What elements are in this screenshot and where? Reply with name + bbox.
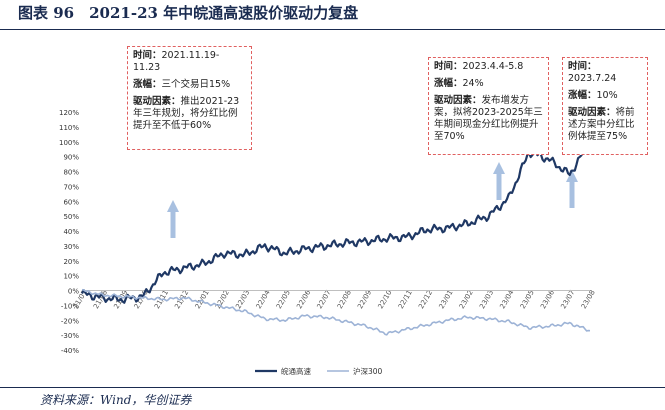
x-tick-label: 23/06 bbox=[539, 288, 556, 310]
x-tick-label: 22/08 bbox=[336, 289, 353, 310]
series-line bbox=[81, 288, 591, 336]
x-tick-label: 22/05 bbox=[275, 289, 292, 310]
y-tick-label: 0% bbox=[68, 288, 79, 296]
x-tick-label: 23/01 bbox=[438, 289, 455, 310]
y-tick-label: 110% bbox=[59, 124, 79, 132]
legend-label: 沪深300 bbox=[353, 366, 383, 376]
y-tick-label: 60% bbox=[63, 198, 79, 206]
x-tick-label: 23/04 bbox=[498, 288, 515, 310]
x-tick-label: 22/10 bbox=[377, 289, 394, 310]
x-tick-label: 22/01 bbox=[194, 289, 211, 310]
series-line bbox=[81, 141, 592, 304]
y-tick-label: -20% bbox=[61, 317, 79, 325]
x-tick-label: 23/03 bbox=[478, 289, 495, 310]
legend-label: 皖通高速 bbox=[281, 366, 311, 376]
y-tick-label: 90% bbox=[63, 154, 79, 162]
annotation-box-2023-april: 时间：2023.4.4-5.8 涨幅：24% 驱动因素：发布增发方案，拟将202… bbox=[428, 57, 549, 155]
source-divider bbox=[0, 387, 665, 388]
y-tick-label: -30% bbox=[61, 332, 79, 340]
y-tick-label: 40% bbox=[63, 228, 79, 236]
up-arrow-icon bbox=[170, 212, 176, 238]
x-tick-label: 21/12 bbox=[173, 289, 190, 310]
x-tick-label: 23/02 bbox=[458, 289, 475, 310]
x-tick-label: 23/07 bbox=[559, 289, 576, 310]
x-tick-label: 22/07 bbox=[316, 289, 333, 310]
source-note: 资料来源：Wind，华创证券 bbox=[40, 393, 192, 407]
y-tick-label: -40% bbox=[61, 347, 79, 355]
y-tick-label: 10% bbox=[63, 273, 79, 281]
y-tick-label: 100% bbox=[59, 139, 79, 147]
y-tick-label: 70% bbox=[63, 183, 79, 191]
y-tick-label: -10% bbox=[61, 302, 79, 310]
x-tick-label: 22/04 bbox=[255, 288, 272, 310]
x-tick-label: 23/05 bbox=[519, 289, 536, 310]
y-axis-labels: 120% 110% 100% 90% 80% 70% 60% 50% 40% 30% 20% 10% 0… bbox=[59, 109, 79, 355]
up-arrow-icon bbox=[496, 174, 502, 200]
up-arrow-icon bbox=[493, 162, 505, 174]
y-tick-label: 120% bbox=[59, 109, 79, 117]
series-lines bbox=[81, 141, 592, 336]
x-tick-label: 22/09 bbox=[356, 289, 373, 310]
x-tick-label: 23/08 bbox=[580, 289, 597, 310]
x-tick-label: 22/11 bbox=[397, 289, 414, 310]
up-arrow-icon bbox=[167, 200, 179, 212]
y-tick-label: 30% bbox=[63, 243, 79, 251]
x-tick-label: 22/12 bbox=[417, 289, 434, 310]
y-tick-label: 20% bbox=[63, 258, 79, 266]
arrow-markers bbox=[167, 162, 578, 238]
title-divider bbox=[0, 29, 665, 30]
y-tick-label: 50% bbox=[63, 213, 79, 221]
chart-legend: 皖通高速 沪深300 bbox=[255, 366, 383, 376]
y-tick-label: 80% bbox=[63, 169, 79, 177]
x-tick-label: 22/06 bbox=[295, 288, 312, 310]
annotation-box-2021: 时间：2021.11.19-11.23 涨幅：三个交易日15% 驱动因素：推出2… bbox=[127, 46, 252, 150]
x-tick-label: 22/03 bbox=[234, 289, 251, 310]
figure-title: 图表 96 2021-23 年中皖通高速股价驱动力复盘 bbox=[18, 4, 359, 22]
up-arrow-icon bbox=[566, 170, 578, 182]
annotation-box-2023-july: 时间：2023.7.24 涨幅：10% 驱动因素：将前述方案中分红比例体提至75… bbox=[562, 57, 648, 155]
up-arrow-icon bbox=[569, 182, 575, 208]
